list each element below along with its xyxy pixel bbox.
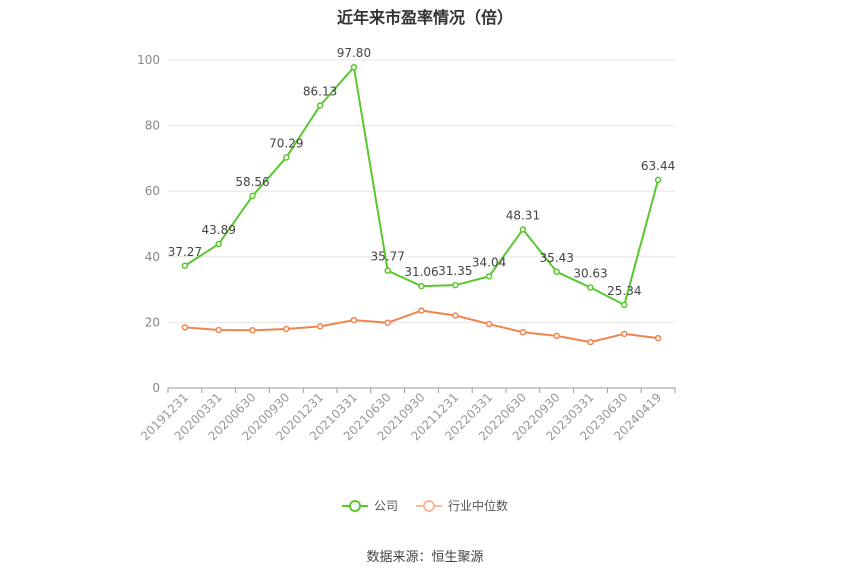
data-label: 35.77 <box>371 250 405 264</box>
y-tick-label: 60 <box>145 184 160 198</box>
data-point <box>418 307 425 314</box>
data-point <box>283 325 290 333</box>
data-point <box>215 326 222 334</box>
data-label: 70.29 <box>269 136 303 150</box>
data-label: 35.43 <box>540 251 574 265</box>
data-point <box>587 338 594 346</box>
data-point <box>384 267 391 274</box>
y-tick-label: 20 <box>145 315 160 329</box>
data-label: 97.80 <box>337 46 371 60</box>
data-point <box>215 240 222 248</box>
legend: 公司 行业中位数 <box>0 497 850 514</box>
data-label: 31.06 <box>404 265 438 279</box>
data-point <box>316 102 324 109</box>
data-point <box>350 316 358 324</box>
legend-industry-swatch <box>416 499 442 513</box>
line-chart: 0 20 40 60 80 100 201912312020033120200630202… <box>137 46 676 443</box>
data-point <box>587 284 594 291</box>
data-point <box>350 63 358 71</box>
y-tick-label: 0 <box>152 381 160 395</box>
y-tick-label: 40 <box>145 250 160 264</box>
data-source: 数据来源：恒生聚源 <box>366 550 484 565</box>
data-label: 86.13 <box>303 84 337 98</box>
data-point <box>519 226 527 233</box>
data-point <box>485 273 493 280</box>
y-tick-label: 80 <box>145 119 160 133</box>
data-label: 63.44 <box>641 159 675 173</box>
data-label: 34.04 <box>472 255 506 269</box>
data-point <box>519 328 527 336</box>
data-point <box>452 281 459 289</box>
data-label: 31.35 <box>438 264 472 278</box>
legend-item-industry-median[interactable]: 行业中位数 <box>416 497 508 514</box>
data-point <box>621 330 628 338</box>
data-point <box>553 332 560 340</box>
data-point <box>621 301 628 309</box>
data-label: 37.27 <box>168 245 202 259</box>
data-label: 25.34 <box>607 284 641 298</box>
data-point <box>249 327 256 334</box>
data-point <box>181 262 189 270</box>
data-point <box>283 154 290 161</box>
data-label: 58.56 <box>235 175 269 189</box>
data-point <box>249 192 256 200</box>
data-point <box>316 323 324 330</box>
data-label: 43.89 <box>202 223 236 237</box>
data-label: 48.31 <box>506 209 540 223</box>
x-axis: 2019123120200331202006302020093020201231… <box>138 387 676 443</box>
data-point <box>384 319 391 326</box>
data-point <box>654 176 662 184</box>
data-point <box>181 324 189 331</box>
legend-item-company[interactable]: 公司 <box>341 497 398 514</box>
y-tick-label: 100 <box>137 53 160 67</box>
series-group <box>181 63 662 346</box>
grid-lines <box>168 59 675 323</box>
series-line-1 <box>184 309 659 344</box>
data-point <box>452 312 459 319</box>
chart-title: 近年来市盈率情况（倍） <box>336 8 513 27</box>
data-point <box>553 268 560 276</box>
legend-company-label: 公司 <box>373 499 398 513</box>
data-point <box>654 334 662 342</box>
data-label: 30.63 <box>573 267 607 281</box>
data-point <box>485 320 493 328</box>
legend-company-swatch <box>341 499 368 513</box>
legend-industry-label: 行业中位数 <box>448 499 509 513</box>
y-axis: 0 20 40 60 80 100 <box>137 53 160 395</box>
data-point <box>418 282 425 290</box>
